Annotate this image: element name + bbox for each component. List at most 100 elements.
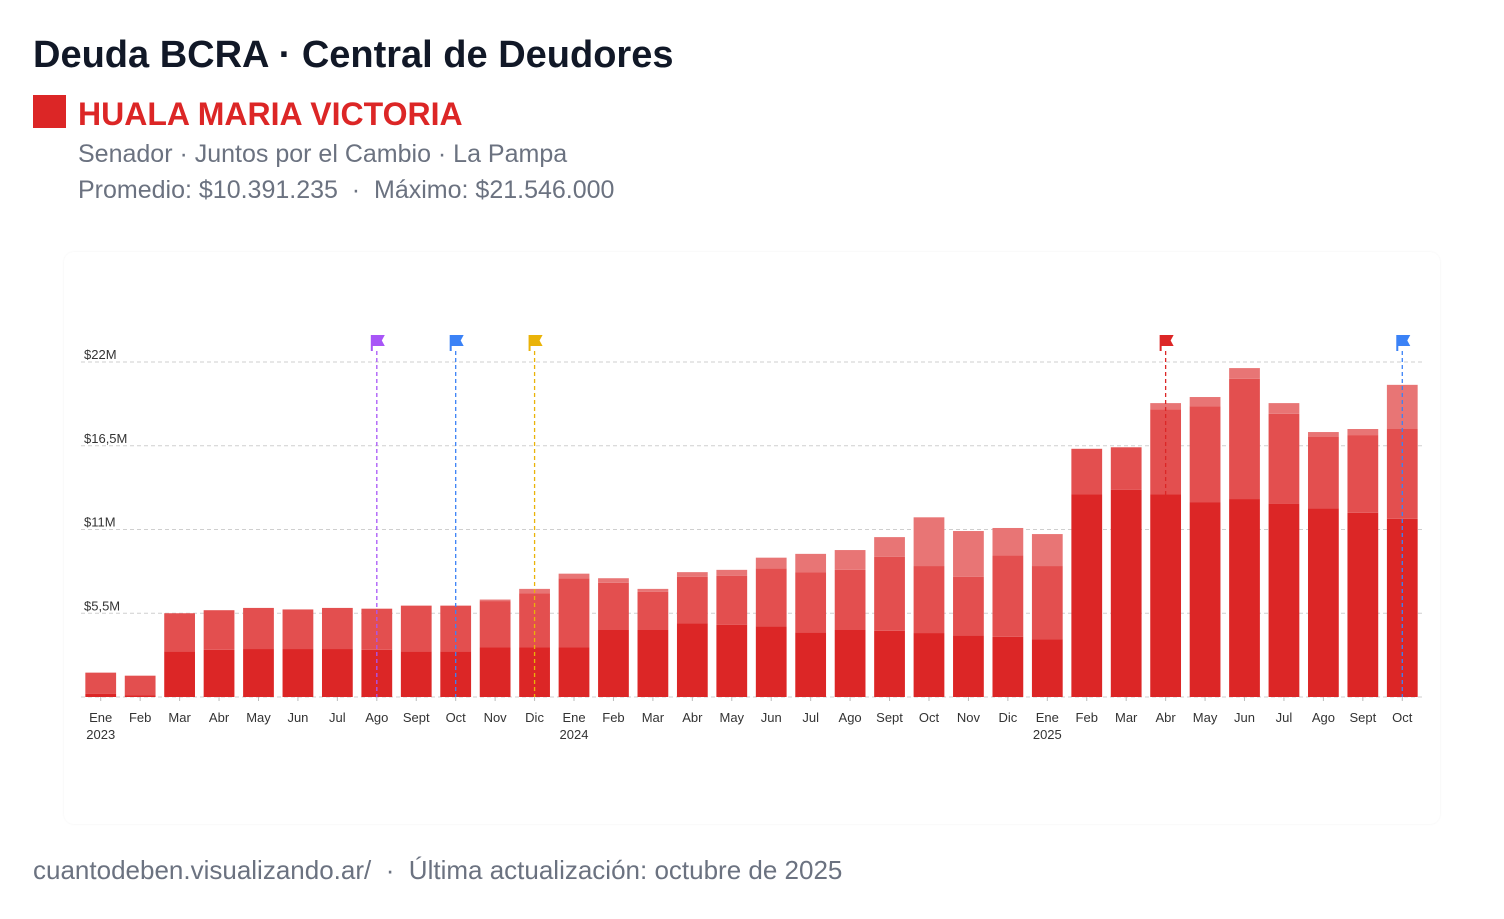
x-tick-label: Ago [1312,710,1335,725]
x-tick-label: Sept [403,710,430,725]
bar-segment-2 [637,591,669,630]
x-tick-label: Dic [525,710,544,725]
bar-segment-2 [1071,448,1103,495]
x-tick-label: Oct [919,710,940,725]
bar-segment-1 [755,626,787,697]
x-tick-label: Feb [602,710,624,725]
x-tick-label: Nov [484,710,508,725]
bar-segment-1 [243,649,274,697]
flag-icon [371,335,385,346]
bar-segment-3 [1347,429,1379,436]
bar-segment-3 [1308,432,1339,437]
bar-segment-1 [1189,502,1221,697]
bar-segment-2 [1268,413,1300,504]
x-tick-label: Oct [1392,710,1413,725]
y-tick-label: $22M [84,347,117,362]
x-year-label: 2025 [1033,727,1062,742]
bar-segment-1 [1347,512,1379,697]
bar-segment-3 [1229,368,1260,379]
x-tick-label: May [719,710,744,725]
bar-segment-2 [282,609,314,650]
x-tick-label: Ene [562,710,585,725]
person-subtitle: Senador · Juntos por el Cambio · La Pamp… [78,140,568,168]
x-tick-label: May [246,710,271,725]
bar-segment-1 [795,632,827,697]
bar-segment-1 [85,693,117,697]
flag-icon [1160,335,1174,346]
bar-segment-1 [953,635,984,697]
bar-segment-1 [400,651,432,697]
bar-segment-2 [321,607,353,650]
x-tick-label: Abr [209,710,230,725]
bar-segment-2 [755,568,787,627]
bar-segment-1 [1229,499,1260,697]
x-tick-label: Mar [168,710,191,725]
bar-segment-2 [203,610,235,650]
x-tick-label: Jul [329,710,346,725]
x-tick-label: Sept [1349,710,1376,725]
legend-swatch [33,95,66,128]
bar-segment-2 [1031,566,1063,640]
bar-segment-3 [558,573,590,579]
bar-segment-1 [1110,489,1142,697]
bar-segment-1 [637,630,669,697]
bar-segment-1 [1386,518,1418,697]
bar-segment-3 [795,553,827,573]
bar-segment-2 [164,613,195,652]
bar-segment-1 [598,630,629,697]
bar-segment-1 [676,623,708,697]
bar-segment-3 [716,569,748,576]
bar-segment-2 [992,555,1024,637]
bar-segment-2 [834,569,866,630]
x-tick-label: Feb [1076,710,1098,725]
y-tick-label: $5,5M [84,598,120,613]
bar-segment-1 [913,633,945,697]
bar-segment-2 [676,576,708,624]
chart-card: $5,5M $11M $16,5M $22M Ene 2023 Feb Mar Abr May Ju… [64,252,1440,824]
debt-stats: Promedio: $10.391.235 · Máximo: $21.546.… [78,176,615,204]
bar-segment-3 [479,599,511,602]
x-tick-label: Oct [446,710,467,725]
bar-segment-2 [913,566,945,634]
bar-segment-2 [953,576,984,636]
x-tick-label: Nov [957,710,981,725]
bar-segment-1 [282,649,314,697]
bar-segment-1 [992,636,1024,697]
x-tick-label: Jun [761,710,782,725]
x-tick-label: Sept [876,710,903,725]
x-tick-label: Jul [1276,710,1293,725]
bar-segment-3 [834,550,866,570]
debt-bar-chart: $5,5M $11M $16,5M $22M Ene 2023 Feb Mar Abr May Ju… [81,335,1422,742]
bar-segment-1 [1071,494,1103,697]
bar-segment-2 [716,575,748,625]
bar-segment-3 [1268,403,1300,414]
x-tick-label: May [1193,710,1218,725]
x-tick-label: Abr [682,710,703,725]
bar-segment-2 [558,578,590,648]
bar-segment-1 [1268,503,1300,697]
x-tick-label: Mar [642,710,665,725]
bar-segment-2 [479,601,511,648]
bar-segment-1 [1308,508,1339,697]
bar-segment-3 [992,527,1024,556]
page-title: Deuda BCRA · Central de Deudores [33,34,674,76]
bar-segment-2 [243,607,274,650]
bar-segment-1 [479,647,511,697]
bar-segment-1 [164,651,195,697]
x-year-label: 2024 [560,727,589,742]
bar-segment-2 [400,605,432,652]
bar-segment-1 [321,649,353,697]
flag-icon [529,335,543,346]
bar-segment-2 [1229,378,1260,500]
bar-segment-1 [203,649,235,697]
bar-segment-3 [1150,403,1182,410]
bar-segment-1 [1031,639,1063,697]
bar-segment-2 [1308,436,1339,509]
bar-segment-3 [637,588,669,592]
bar-segment-1 [558,647,590,697]
bar-segment-1 [716,624,748,697]
person-name: HUALA MARIA VICTORIA [78,96,463,132]
x-tick-label: Jul [802,710,819,725]
bar-segment-1 [124,695,156,697]
flag-icon [450,335,464,346]
